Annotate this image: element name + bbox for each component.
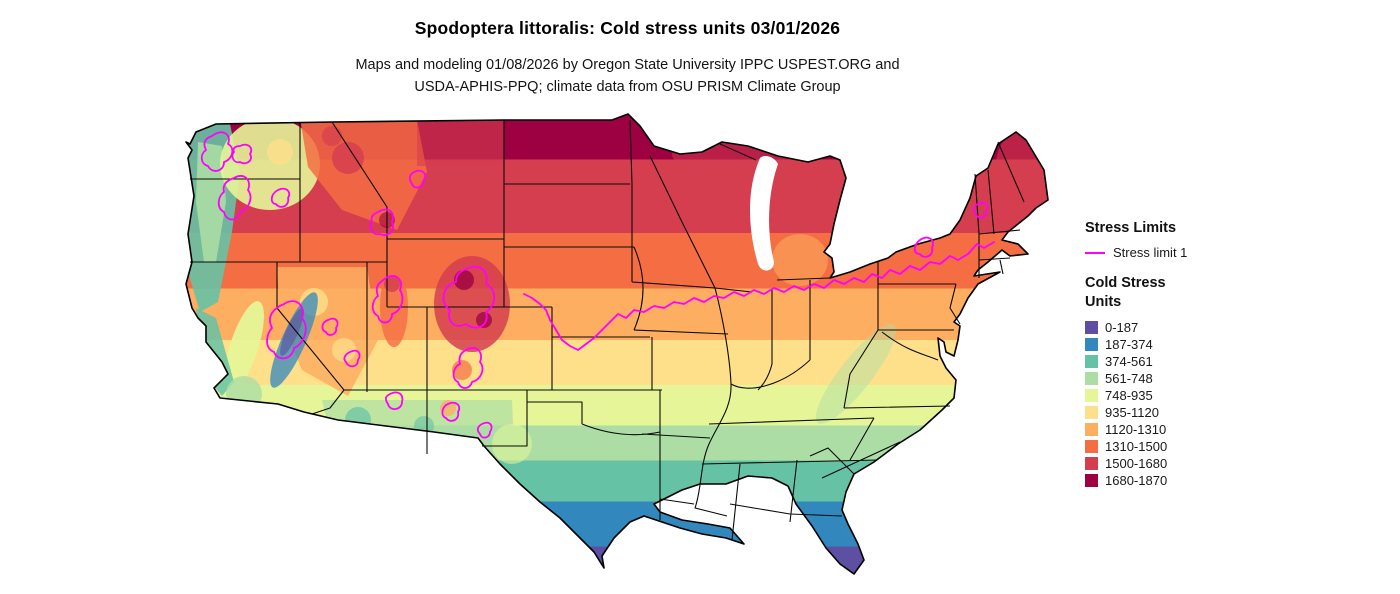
- legend-swatch: [1085, 406, 1098, 419]
- legend-class-label: 935-1120: [1105, 405, 1159, 420]
- legend-class-label: 561-748: [1105, 371, 1153, 386]
- legend-swatch: [1085, 457, 1098, 470]
- legend-item: 0-187: [1085, 319, 1235, 336]
- legend-swatch: [1085, 338, 1098, 351]
- legend-swatch: [1085, 423, 1098, 436]
- stress-limit-contour: [200, 131, 995, 439]
- legend-swatch: [1085, 372, 1098, 385]
- legend-item: 1120-1310: [1085, 421, 1235, 438]
- legend-class-label: 1310-1500: [1105, 439, 1168, 454]
- legend-swatch: [1085, 321, 1098, 334]
- stress-limit-line-sample: [1085, 251, 1105, 254]
- stress-limits-heading: Stress Limits: [1085, 220, 1177, 236]
- cold-stress-legend-items: 0-187 187-374 374-561 561-748 748-935 935-112…: [1085, 319, 1235, 489]
- subtitle-line-1: Maps and modeling 01/08/2026 by Oregon S…: [355, 57, 900, 73]
- us-outline: [185, 113, 1049, 575]
- legend-class-label: 1500-1680: [1105, 456, 1168, 471]
- legend-class-label: 748-935: [1105, 388, 1153, 403]
- legend-item: 1680-1870: [1085, 472, 1235, 489]
- legend-item: 1500-1680: [1085, 455, 1235, 472]
- stress-limit-label: Stress limit 1: [1113, 245, 1188, 260]
- page-title: Spodoptera littoralis: Cold stress units…: [414, 18, 841, 38]
- legend-item: 935-1120: [1085, 404, 1235, 421]
- cold-stress-units-heading: Cold Stress Units: [1085, 275, 1166, 310]
- legend-swatch: [1085, 389, 1098, 402]
- legend-class-label: 1120-1310: [1105, 422, 1167, 437]
- legend-panel: Stress Limits Stress limit 1 Cold Stress…: [1085, 220, 1235, 489]
- lake-michigan: [750, 156, 778, 271]
- legend-class-label: 187-374: [1105, 337, 1153, 352]
- legend-class-label: 374-561: [1105, 354, 1153, 369]
- map-subtitle: Maps and modeling 01/08/2026 by Oregon S…: [180, 54, 1075, 98]
- legend-item: 187-374: [1085, 336, 1235, 353]
- legend-swatch: [1085, 355, 1098, 368]
- legend-item: 1310-1500: [1085, 438, 1235, 455]
- map-raster: [186, 114, 1048, 574]
- legend-class-label: 0-187: [1105, 320, 1139, 335]
- us-map: [185, 113, 1049, 575]
- legend-item: 748-935: [1085, 387, 1235, 404]
- stress-limit-item: Stress limit 1: [1085, 245, 1235, 260]
- subtitle-line-2: USDA-APHIS-PPQ; climate data from OSU PR…: [414, 79, 841, 95]
- legend-item: 561-748: [1085, 370, 1235, 387]
- legend-item: 374-561: [1085, 353, 1235, 370]
- legend-class-label: 1680-1870: [1105, 473, 1168, 488]
- legend-swatch: [1085, 474, 1098, 487]
- legend-swatch: [1085, 440, 1098, 453]
